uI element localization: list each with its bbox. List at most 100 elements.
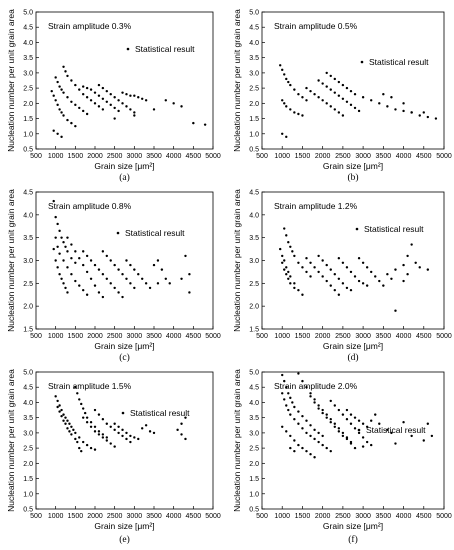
y-tick-label: 3.0 <box>23 258 33 265</box>
data-point <box>137 437 140 441</box>
y-tick-label: 3.5 <box>249 415 259 422</box>
data-point <box>283 268 286 271</box>
y-tick-label: 3.0 <box>23 430 33 437</box>
data-point <box>349 103 353 107</box>
data-point <box>287 270 290 274</box>
data-point <box>141 277 144 280</box>
x-tick-label: 3500 <box>146 513 162 520</box>
data-point <box>93 430 97 433</box>
data-point <box>93 448 97 451</box>
panel-letter: (b) <box>347 172 358 183</box>
data-point <box>349 270 353 274</box>
x-tick-label: 2500 <box>335 153 351 160</box>
data-point <box>101 108 105 111</box>
legend-label: Statistical result <box>364 224 424 234</box>
data-point <box>160 268 164 271</box>
data-point <box>297 443 300 447</box>
data-point <box>93 408 97 412</box>
data-point <box>309 275 312 278</box>
y-tick-label: 3.0 <box>23 70 33 77</box>
x-tick-label: 1000 <box>48 153 64 160</box>
data-point <box>349 89 353 93</box>
data-point <box>82 85 85 88</box>
data-point <box>386 273 389 276</box>
data-point <box>333 288 336 292</box>
legend-marker <box>126 47 130 51</box>
data-point <box>113 117 116 120</box>
y-tick-label: 2.0 <box>23 101 33 108</box>
x-tick-label: 2500 <box>335 333 351 340</box>
data-point <box>85 421 89 424</box>
data-point <box>52 129 55 132</box>
data-point <box>430 434 434 438</box>
data-point <box>89 421 93 424</box>
data-point <box>125 105 128 108</box>
data-point <box>317 96 320 99</box>
y-tick-label: 0.5 <box>23 507 33 514</box>
x-tick-label: 2000 <box>87 153 103 160</box>
data-points <box>50 65 207 139</box>
data-point <box>180 277 183 280</box>
data-point <box>426 422 430 425</box>
data-point <box>285 430 288 433</box>
y-tick-label: 3.5 <box>23 235 33 242</box>
x-tick-label: 4000 <box>396 153 412 160</box>
y-tick-label: 1.0 <box>23 131 33 138</box>
data-point <box>101 433 105 436</box>
x-tick-label: 4500 <box>416 153 432 160</box>
data-point <box>133 94 136 97</box>
x-tick-label: 2500 <box>107 333 123 340</box>
data-point <box>333 108 336 111</box>
data-point <box>305 86 308 90</box>
data-point <box>58 108 61 111</box>
panel-letter: (d) <box>347 352 358 363</box>
strain-amplitude-label: Strain amplitude 0.8% <box>48 201 132 211</box>
data-point <box>113 445 116 448</box>
data-point <box>121 273 124 276</box>
data-point <box>402 263 405 267</box>
data-point <box>129 282 132 285</box>
data-point <box>297 410 300 413</box>
data-point <box>285 386 288 389</box>
data-point <box>74 279 77 283</box>
x-tick-label: 4500 <box>186 333 202 340</box>
data-point <box>188 291 191 294</box>
data-point <box>101 273 105 276</box>
data-point <box>313 401 316 404</box>
data-point <box>74 261 77 264</box>
data-point <box>293 439 296 442</box>
data-point <box>85 416 89 419</box>
data-point <box>58 229 61 233</box>
data-point <box>148 286 152 290</box>
data-point <box>394 108 397 111</box>
data-point <box>341 114 345 117</box>
data-point <box>141 427 144 430</box>
data-point <box>156 282 160 285</box>
data-point <box>66 74 69 78</box>
data-point <box>329 74 332 78</box>
data-point <box>283 227 286 230</box>
x-tick-label: 1500 <box>295 513 311 520</box>
data-points <box>54 386 187 453</box>
data-point <box>301 293 304 296</box>
data-point <box>329 88 332 91</box>
data-point <box>321 259 324 262</box>
data-point <box>133 268 136 271</box>
data-point <box>285 266 288 269</box>
x-tick-label: 1000 <box>274 333 290 340</box>
data-point <box>137 96 140 99</box>
data-point <box>378 279 381 283</box>
data-point <box>337 293 341 296</box>
x-tick-label: 4000 <box>396 513 412 520</box>
data-point <box>74 83 77 87</box>
data-point <box>62 114 65 117</box>
data-point <box>301 427 304 430</box>
x-tick-label: 2000 <box>315 513 331 520</box>
legend-marker <box>357 428 361 432</box>
data-point <box>422 439 425 442</box>
data-point <box>333 91 336 94</box>
data-point <box>78 436 81 439</box>
y-tick-label: 5.0 <box>23 10 33 17</box>
data-point <box>382 93 385 96</box>
data-point <box>333 422 336 425</box>
